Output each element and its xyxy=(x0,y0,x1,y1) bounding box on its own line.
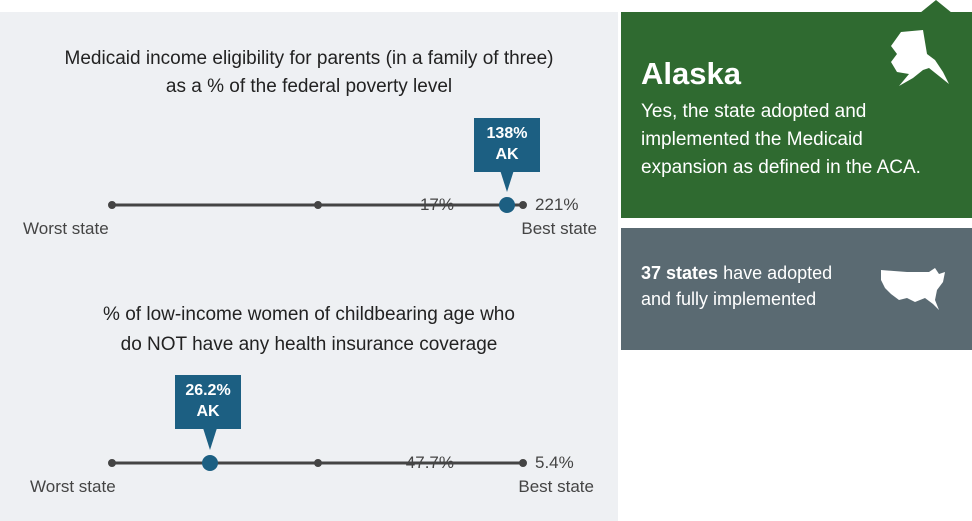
pointer-tab xyxy=(920,0,952,13)
text-line: expansion as defined in the ACA. xyxy=(641,157,921,178)
end-dot xyxy=(519,201,527,209)
best-value: 5.4% xyxy=(535,453,574,472)
worst-label: Worst state xyxy=(30,477,116,496)
best-label: Best state xyxy=(521,219,597,238)
callout: 26.2% AK xyxy=(175,375,241,429)
state-card: Alaska Yes, the state adopted and implem… xyxy=(621,12,972,218)
state-dot xyxy=(499,197,515,213)
range-lines xyxy=(108,170,527,471)
state-dot xyxy=(202,455,218,471)
callout-pointer xyxy=(203,428,217,450)
tab-triangle xyxy=(920,0,952,13)
range-1 xyxy=(108,170,527,213)
panel-title: do NOT have any health insurance coverag… xyxy=(120,334,498,355)
callout-pointer xyxy=(500,170,514,192)
mid-dot xyxy=(314,459,322,467)
text-line: Yes, the state adopted and xyxy=(641,101,867,122)
alaska-shape xyxy=(891,30,949,86)
callout-state: AK xyxy=(495,146,519,163)
alaska-icon xyxy=(891,30,949,86)
text-part: have adopted xyxy=(723,263,833,283)
worst-value: 47.7% xyxy=(405,453,454,472)
panel-title: % of low-income women of childbearing ag… xyxy=(103,304,515,325)
range-2 xyxy=(108,428,527,471)
state-text: Yes, the state adopted and implemented t… xyxy=(641,98,921,182)
best-value: 221% xyxy=(535,195,579,214)
end-dot xyxy=(519,459,527,467)
text-line: implemented the Medicaid xyxy=(641,129,863,150)
end-dot xyxy=(108,459,116,467)
text-line: and fully implemented xyxy=(641,289,817,309)
summary-card: 37 states have adopted and fully impleme… xyxy=(621,228,972,350)
worst-label: Worst state xyxy=(23,219,109,238)
callout: 138% AK xyxy=(474,118,540,172)
usa-shape xyxy=(881,268,945,310)
text-line: 37 states have adopted xyxy=(641,260,832,286)
state-name: Alaska xyxy=(641,56,741,91)
usa-icon xyxy=(881,268,945,310)
indicator-panel xyxy=(0,12,618,521)
panel-title: Medicaid income eligibility for parents … xyxy=(64,48,554,69)
callout-state: AK xyxy=(196,403,220,420)
best-label: Best state xyxy=(518,477,594,496)
mid-dot xyxy=(314,201,322,209)
panel-title: as a % of the federal poverty level xyxy=(165,76,453,97)
callout-value: 26.2% xyxy=(185,382,231,399)
summary-count: 37 states xyxy=(641,263,719,283)
worst-value: 17% xyxy=(419,195,454,214)
summary-text: 37 states have adopted and fully impleme… xyxy=(641,260,832,312)
callout-value: 138% xyxy=(486,125,528,142)
end-dot xyxy=(108,201,116,209)
